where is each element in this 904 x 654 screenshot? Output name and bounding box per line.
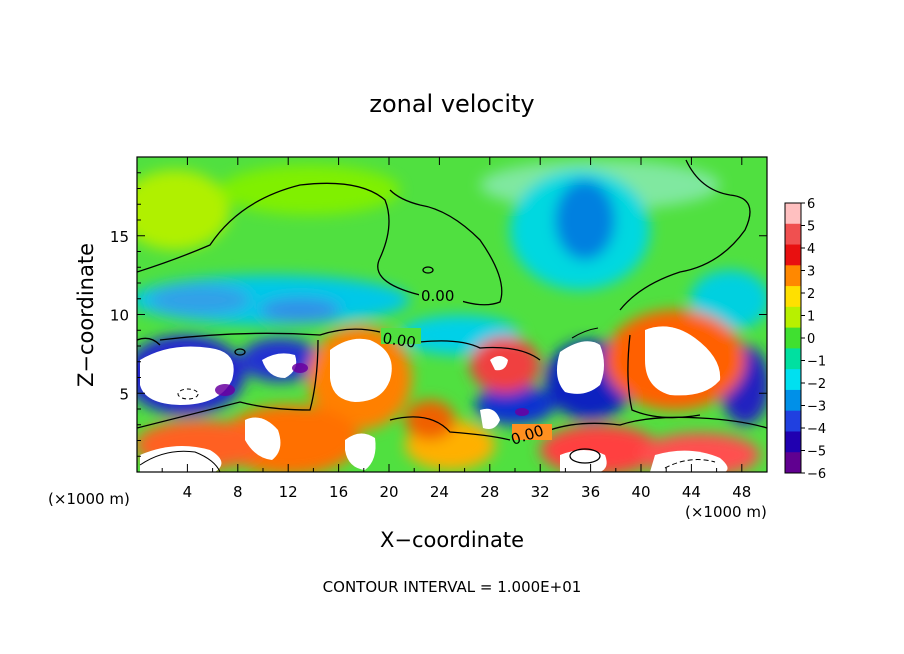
contour-label: 0.00	[381, 329, 417, 351]
x-tick-label: 4	[183, 483, 193, 501]
colorbar-label: −5	[807, 445, 826, 460]
colorbar-swatch	[785, 348, 801, 370]
colorbar-swatch	[785, 410, 801, 432]
x-tick-label: 44	[682, 483, 701, 501]
x-tick-label: 8	[233, 483, 243, 501]
colorbar-label: −3	[807, 400, 826, 415]
contour-label-group: 0.00 0.00 0.00	[381, 287, 552, 449]
x-tick-label: 32	[531, 483, 550, 501]
colorbar-swatch	[785, 452, 801, 474]
colorbar-swatch	[785, 306, 801, 329]
contour-label: 0.00	[421, 287, 454, 305]
colorbar-swatch	[785, 389, 801, 412]
colorbar-swatch	[785, 286, 801, 308]
colorbar-swatch	[785, 203, 801, 225]
x-unit-right: (×1000 m)	[685, 503, 767, 521]
colorbar-label: 0	[807, 332, 815, 347]
x-tick-label: 20	[379, 483, 398, 501]
chart-title: zonal velocity	[369, 90, 534, 118]
y-axis-ticks: 5 10 15	[110, 172, 767, 457]
colorbar-label: −1	[807, 355, 826, 370]
colorbar-label: −6	[807, 467, 826, 482]
x-tick-label: 28	[480, 483, 499, 501]
colorbar-label: 2	[807, 287, 815, 302]
x-tick-label: 40	[631, 483, 650, 501]
x-tick-label: 24	[430, 483, 449, 501]
colorbar-label: 5	[807, 220, 815, 235]
colorbar-label: −2	[807, 377, 826, 392]
colorbar-swatch	[785, 244, 801, 266]
x-tick-label: 48	[732, 483, 751, 501]
colorbar-label: −4	[807, 422, 826, 437]
heatmap-field	[137, 157, 767, 472]
x-unit-left: (×1000 m)	[48, 490, 130, 508]
colorbar: 6 5 4 3 2 1 0 −1 −2 −3 −4 −5 −6	[784, 197, 826, 482]
colorbar-swatch	[785, 369, 801, 391]
colorbar-label: 6	[807, 197, 815, 212]
x-tick-label: 16	[329, 483, 348, 501]
x-tick-label: 36	[581, 483, 600, 501]
contour-lines	[137, 159, 767, 472]
colorbar-label: 4	[807, 242, 815, 257]
y-axis-title: Z−coordinate	[74, 243, 98, 387]
x-axis-title: X−coordinate	[380, 528, 524, 552]
contour-interval-note: CONTOUR INTERVAL = 1.000E+01	[323, 578, 582, 596]
y-tick-label: 5	[119, 385, 129, 403]
colorbar-swatch	[785, 265, 801, 287]
y-tick-label: 15	[110, 228, 129, 246]
colorbar-swatch	[785, 327, 801, 349]
colorbar-label: 1	[807, 310, 815, 325]
colorbar-swatch	[785, 223, 801, 246]
colorbar-swatch	[785, 431, 801, 453]
x-axis-ticks: 4 8 12 16 20 24 28 32 36 40 44 48	[161, 157, 751, 501]
colorbar-label: 3	[807, 265, 815, 280]
x-tick-label: 12	[279, 483, 298, 501]
y-tick-label: 10	[110, 307, 129, 325]
